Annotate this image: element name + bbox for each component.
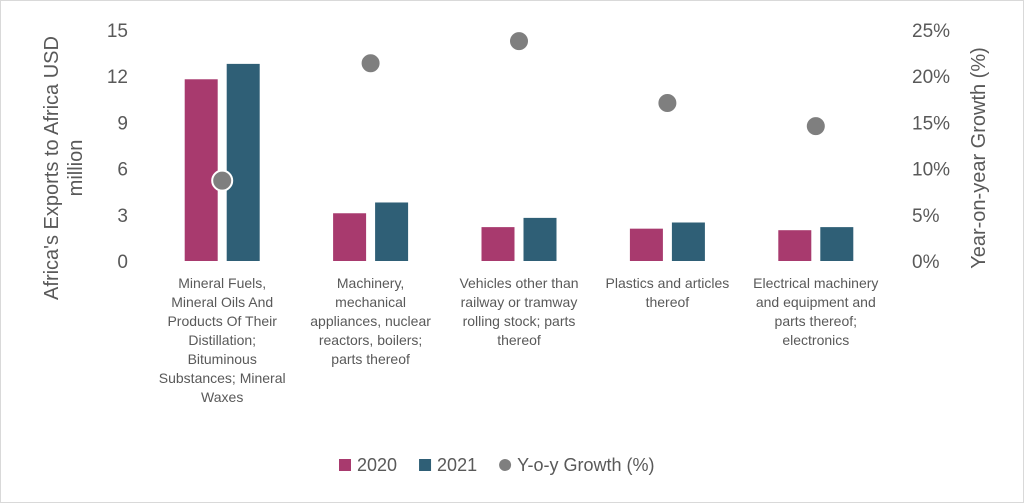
growth-point-1	[359, 52, 382, 75]
bar-2020-1	[333, 213, 367, 261]
growth-point-4	[804, 115, 827, 138]
y-tick-label: 12	[107, 67, 128, 88]
y-axis-ticks: 0 3 6 9 12 15	[107, 21, 128, 273]
bar-2021-3	[671, 222, 705, 261]
y-axis-title-line: Africa's Exports to Africa USD	[41, 36, 63, 300]
y2-tick-label: 0%	[912, 252, 940, 273]
bar-2021-1	[375, 202, 409, 261]
y2-tick-label: 10%	[912, 160, 950, 181]
growth-point-0	[211, 169, 234, 192]
bar-2020-3	[629, 228, 663, 261]
y2-axis-title: Year-on-year Growth (%)	[968, 47, 990, 269]
y-tick-label: 6	[117, 160, 128, 181]
legend: 2020 2021 Y-o-y Growth (%)	[339, 455, 654, 475]
category-labels: Mineral Fuels, Mineral Oils And Products O…	[159, 275, 879, 405]
y2-axis-title-text: Year-on-year Growth (%)	[968, 47, 990, 269]
bar-2020-2	[481, 227, 515, 261]
y2-tick-label: 15%	[912, 113, 950, 134]
legend-label: Y-o-y Growth (%)	[517, 455, 654, 475]
y2-tick-label: 20%	[912, 67, 950, 88]
bar-2021-0	[226, 63, 260, 261]
bar-2021-2	[523, 217, 557, 261]
y-tick-label: 3	[117, 206, 128, 227]
growth-point-2	[508, 30, 530, 53]
growth-points	[211, 30, 827, 192]
category-label: Mineral Fuels, Mineral Oils And Products O…	[159, 275, 286, 405]
bar-2020-4	[778, 230, 812, 261]
y-axis-title-line: million	[65, 140, 87, 197]
bar-2020-0	[184, 79, 218, 261]
y-tick-label: 0	[117, 252, 128, 273]
y-tick-label: 15	[107, 21, 128, 42]
legend-swatch-2020	[339, 459, 351, 471]
legend-swatch-2021	[419, 459, 432, 471]
legend-label: 2021	[437, 455, 477, 475]
bar-series	[184, 63, 854, 261]
category-label: Electrical machinery and equipment and par…	[753, 275, 878, 348]
category-label: Vehicles other than railway or tramway rol…	[459, 275, 578, 348]
y2-axis-ticks: 0% 5% 10% 15% 20% 25%	[912, 21, 950, 273]
y2-tick-label: 5%	[912, 206, 940, 227]
bar-2021-4	[820, 227, 854, 261]
legend-label: 2020	[357, 455, 397, 475]
category-label: Machinery, mechanical appliances, nuclear r…	[310, 275, 431, 367]
growth-point-3	[656, 91, 679, 114]
category-label: Plastics and articles thereof	[606, 275, 730, 310]
y-tick-label: 9	[117, 113, 128, 134]
y-axis-title: Africa's Exports to Africa USD million	[41, 36, 87, 300]
y2-tick-label: 25%	[912, 21, 950, 42]
legend-marker-growth	[499, 459, 512, 471]
